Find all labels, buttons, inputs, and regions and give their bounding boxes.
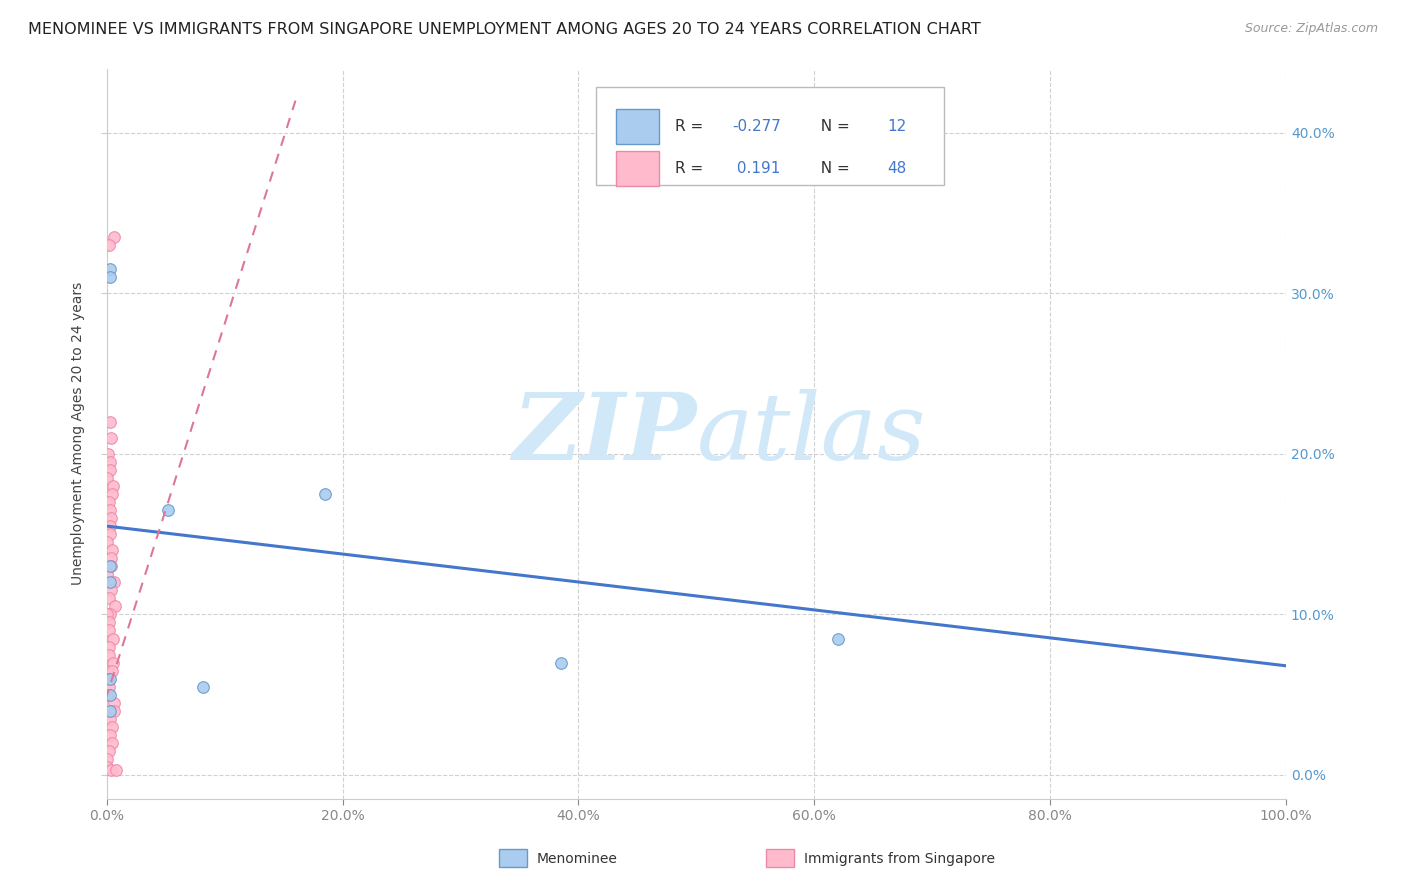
Point <box>98 270 121 285</box>
Point <box>98 688 121 702</box>
Point <box>98 463 121 477</box>
Text: R =: R = <box>675 120 709 135</box>
Point <box>97 624 120 638</box>
Point <box>98 455 121 469</box>
Point <box>98 519 121 533</box>
Point <box>98 615 121 630</box>
Text: N =: N = <box>811 120 855 135</box>
Point <box>550 656 572 670</box>
Point <box>97 744 120 758</box>
Point <box>314 487 336 501</box>
Point <box>100 664 122 678</box>
Point <box>100 736 122 750</box>
Text: Immigrants from Singapore: Immigrants from Singapore <box>804 852 995 866</box>
Text: ZIP: ZIP <box>512 389 696 479</box>
Point <box>98 672 121 686</box>
Point <box>98 262 121 277</box>
Point <box>97 672 120 686</box>
Point <box>827 632 849 646</box>
Text: Source: ZipAtlas.com: Source: ZipAtlas.com <box>1244 22 1378 36</box>
FancyBboxPatch shape <box>596 87 943 186</box>
Text: 12: 12 <box>887 120 907 135</box>
Text: 48: 48 <box>887 161 907 176</box>
Point <box>98 503 121 517</box>
Point <box>96 567 118 582</box>
Point <box>98 640 121 654</box>
Point <box>96 535 118 549</box>
Point <box>100 431 122 445</box>
Point <box>96 471 118 485</box>
Point <box>98 728 121 742</box>
Point <box>100 511 122 525</box>
Text: 0.191: 0.191 <box>731 161 780 176</box>
Point <box>97 680 120 694</box>
Point <box>104 763 127 777</box>
Point <box>100 583 122 598</box>
Point <box>98 527 121 541</box>
Text: R =: R = <box>675 161 709 176</box>
Point <box>97 447 120 461</box>
Point <box>103 696 125 710</box>
Point <box>103 575 125 590</box>
Point <box>98 238 121 252</box>
Point <box>101 479 124 493</box>
Point <box>98 704 121 718</box>
Point <box>100 763 122 777</box>
Bar <box>616 110 658 145</box>
Text: Menominee: Menominee <box>537 852 619 866</box>
Point <box>96 688 118 702</box>
Point <box>157 503 180 517</box>
Point <box>101 656 124 670</box>
Point <box>98 712 121 726</box>
Y-axis label: Unemployment Among Ages 20 to 24 years: Unemployment Among Ages 20 to 24 years <box>72 282 86 585</box>
Point <box>101 632 124 646</box>
Point <box>100 559 122 574</box>
Point <box>193 680 215 694</box>
Point <box>100 543 122 558</box>
Point <box>98 591 121 606</box>
Point <box>96 607 118 622</box>
Text: MENOMINEE VS IMMIGRANTS FROM SINGAPORE UNEMPLOYMENT AMONG AGES 20 TO 24 YEARS CO: MENOMINEE VS IMMIGRANTS FROM SINGAPORE U… <box>28 22 981 37</box>
Point <box>100 551 122 566</box>
Point <box>98 607 121 622</box>
Point <box>101 720 124 734</box>
Text: -0.277: -0.277 <box>731 120 780 135</box>
Point <box>98 559 121 574</box>
Point <box>100 415 122 429</box>
Point <box>96 760 118 774</box>
Bar <box>616 151 658 186</box>
Point <box>96 664 118 678</box>
Point <box>103 230 125 244</box>
Point <box>97 648 120 662</box>
Point <box>104 599 127 614</box>
Point <box>98 575 121 590</box>
Text: atlas: atlas <box>696 389 927 479</box>
Point <box>100 487 122 501</box>
Point <box>97 495 120 509</box>
Text: N =: N = <box>811 161 855 176</box>
Point <box>96 752 118 766</box>
Point <box>103 704 125 718</box>
